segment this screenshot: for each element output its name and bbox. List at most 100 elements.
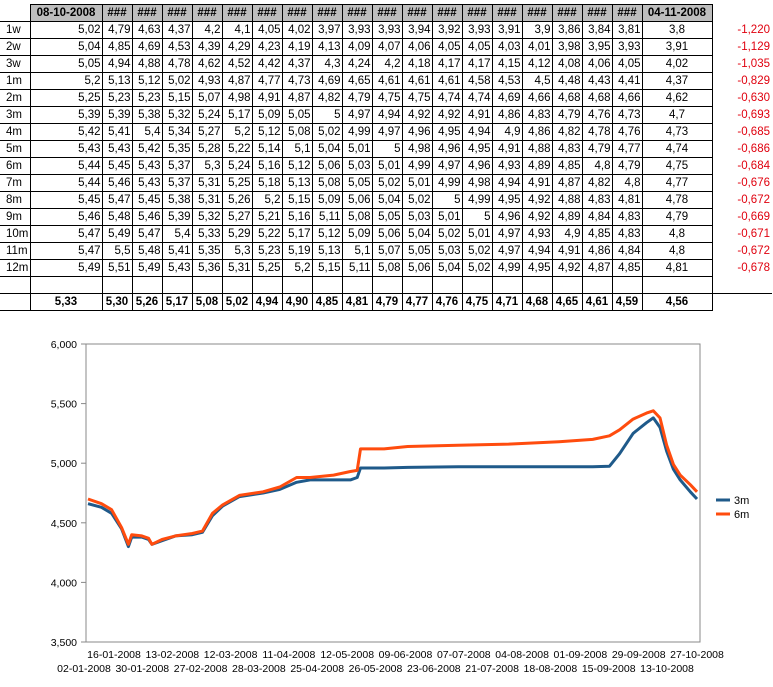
value-cell[interactable]: 5,48	[101, 208, 133, 226]
value-cell[interactable]: 5,47	[131, 225, 163, 243]
value-cell[interactable]: 3,98	[551, 38, 583, 56]
value-cell[interactable]: 4,77	[611, 140, 643, 158]
value-cell[interactable]: 4,01	[521, 38, 553, 56]
value-cell[interactable]: 3,91	[491, 21, 523, 39]
value-cell[interactable]: 4,94	[371, 106, 403, 124]
row-label[interactable]: 1w	[0, 21, 31, 39]
header-cell[interactable]: ###	[131, 4, 163, 22]
value-cell[interactable]: 3,86	[551, 21, 583, 39]
value-cell[interactable]: 4,39	[191, 38, 223, 56]
value-cell[interactable]: 4,12	[521, 55, 553, 73]
value-cell[interactable]: 4,73	[281, 72, 313, 90]
value-cell[interactable]: 4,17	[431, 55, 463, 73]
value-cell[interactable]: 4,79	[341, 89, 373, 107]
value-cell[interactable]: 4,96	[491, 208, 523, 226]
header-cell[interactable]: ###	[551, 4, 583, 22]
average-cell[interactable]: 4,65	[551, 293, 583, 311]
value-cell[interactable]: 4,85	[581, 225, 613, 243]
value-cell[interactable]: 3,95	[581, 38, 613, 56]
value-cell[interactable]: 4,92	[521, 208, 553, 226]
value-cell[interactable]: 4,61	[371, 72, 403, 90]
header-cell[interactable]: ###	[431, 4, 463, 22]
value-cell[interactable]: 4,09	[341, 38, 373, 56]
value-cell[interactable]: 5,25	[221, 174, 253, 192]
value-cell[interactable]: 5,23	[251, 242, 283, 260]
value-cell[interactable]: 4,85	[551, 157, 583, 175]
row-label[interactable]: 1m	[0, 72, 31, 90]
value-cell[interactable]: 4,87	[281, 89, 313, 107]
value-cell[interactable]: 3,97	[311, 21, 343, 39]
value-cell[interactable]: 3,9	[521, 21, 553, 39]
value-cell[interactable]: 4,94	[491, 174, 523, 192]
value-cell[interactable]: 5,51	[101, 259, 133, 277]
value-cell[interactable]: 5,04	[311, 140, 343, 158]
value-cell[interactable]: 5,45	[29, 191, 103, 209]
value-cell[interactable]: 4,87	[221, 72, 253, 90]
value-cell[interactable]: 5,22	[221, 140, 253, 158]
value-cell[interactable]: 3,93	[371, 21, 403, 39]
value-cell[interactable]: 5,23	[131, 89, 163, 107]
value-cell[interactable]: 4,84	[611, 242, 643, 260]
value-cell[interactable]: 5,31	[191, 174, 223, 192]
value-cell[interactable]: 4,91	[491, 140, 523, 158]
value-cell[interactable]: 5,39	[29, 106, 103, 124]
value-cell[interactable]: 4,76	[611, 123, 643, 141]
diff-cell[interactable]: -0,676	[737, 177, 770, 189]
value-cell[interactable]: 4,97	[371, 123, 403, 141]
value-cell[interactable]: 3,84	[581, 21, 613, 39]
value-cell[interactable]: 5,13	[311, 242, 343, 260]
value-cell[interactable]: 4,58	[461, 72, 493, 90]
value-cell[interactable]: 5,46	[29, 208, 103, 226]
value-cell[interactable]: 4,18	[401, 55, 433, 73]
value-cell[interactable]: 3,93	[341, 21, 373, 39]
value-cell[interactable]: 5,11	[311, 208, 343, 226]
value-cell[interactable]: 5,24	[191, 106, 223, 124]
value-cell[interactable]: 4,08	[551, 55, 583, 73]
value-cell[interactable]: 4,75	[641, 157, 713, 175]
value-cell[interactable]: 3,94	[401, 21, 433, 39]
value-cell[interactable]: 4,68	[581, 89, 613, 107]
value-cell[interactable]: 4,86	[581, 242, 613, 260]
value-cell[interactable]: 4,05	[461, 38, 493, 56]
row-label[interactable]: 10m	[0, 225, 31, 243]
value-cell[interactable]: 4,79	[581, 140, 613, 158]
value-cell[interactable]: 5,01	[431, 208, 463, 226]
value-cell[interactable]: 4,06	[401, 38, 433, 56]
value-cell[interactable]: 5,33	[191, 225, 223, 243]
value-cell[interactable]: 4,8	[611, 174, 643, 192]
row-label[interactable]: 4m	[0, 123, 31, 141]
value-cell[interactable]: 5,35	[161, 140, 193, 158]
value-cell[interactable]: 3,93	[611, 38, 643, 56]
value-cell[interactable]: 4,92	[401, 106, 433, 124]
value-cell[interactable]: 5,04	[431, 259, 463, 277]
value-cell[interactable]: 5	[431, 191, 463, 209]
row-label[interactable]: 7m	[0, 174, 31, 192]
value-cell[interactable]: 5,35	[191, 242, 223, 260]
value-cell[interactable]: 5,09	[311, 191, 343, 209]
value-cell[interactable]: 5,11	[341, 259, 373, 277]
value-cell[interactable]: 4,15	[491, 55, 523, 73]
value-cell[interactable]: 4,85	[101, 38, 133, 56]
value-cell[interactable]: 4,66	[611, 89, 643, 107]
value-cell[interactable]: 5,43	[29, 140, 103, 158]
value-cell[interactable]: 4,79	[641, 208, 713, 226]
diff-cell[interactable]: -1,129	[737, 41, 770, 53]
value-cell[interactable]: 5,15	[281, 191, 313, 209]
value-cell[interactable]: 5,46	[101, 174, 133, 192]
value-cell[interactable]: 5,13	[101, 72, 133, 90]
average-cell[interactable]: 4,71	[491, 293, 523, 311]
value-cell[interactable]: 5,02	[29, 21, 103, 39]
value-cell[interactable]: 4,8	[641, 242, 713, 260]
row-label[interactable]: 9m	[0, 208, 31, 226]
value-cell[interactable]: 4,05	[251, 21, 283, 39]
value-cell[interactable]: 4,52	[221, 55, 253, 73]
value-cell[interactable]: 4,78	[581, 123, 613, 141]
value-cell[interactable]: 5,31	[191, 191, 223, 209]
value-cell[interactable]: 4,93	[191, 72, 223, 90]
value-cell[interactable]: 5,44	[29, 157, 103, 175]
average-cell[interactable]: 5,30	[101, 293, 133, 311]
blank-cell[interactable]	[191, 276, 223, 294]
value-cell[interactable]: 5,24	[221, 157, 253, 175]
value-cell[interactable]: 4,9	[491, 123, 523, 141]
value-cell[interactable]: 4,78	[641, 191, 713, 209]
